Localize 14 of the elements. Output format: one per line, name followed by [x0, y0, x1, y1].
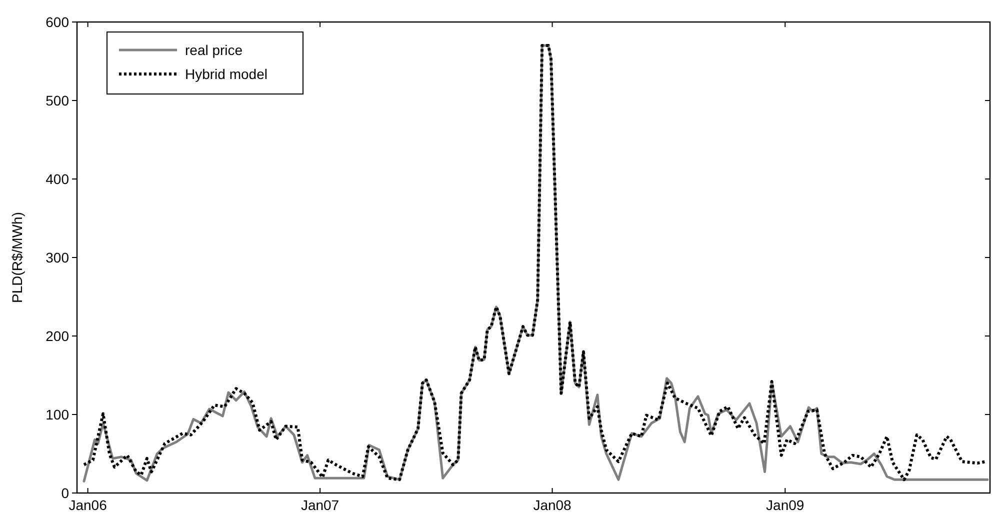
x-tick-label: Jan07: [300, 497, 340, 513]
y-tick-label: 300: [46, 249, 70, 266]
y-tick-label: 600: [46, 14, 70, 30]
y-tick-label: 400: [46, 170, 70, 187]
y-axis-title: PLD(R$/MWh): [9, 212, 25, 304]
x-tick-label: Jan08: [533, 497, 572, 513]
y-tick-label: 0: [61, 484, 70, 501]
y-tick-label: 100: [46, 406, 70, 422]
legend-label: real price: [185, 42, 243, 58]
y-tick-label: 500: [46, 92, 70, 108]
legend-label: Hybrid model: [185, 66, 268, 82]
x-tick-label: Jan09: [766, 497, 804, 513]
x-tick-label: Jan06: [68, 497, 108, 513]
y-tick-label: 200: [46, 328, 70, 344]
